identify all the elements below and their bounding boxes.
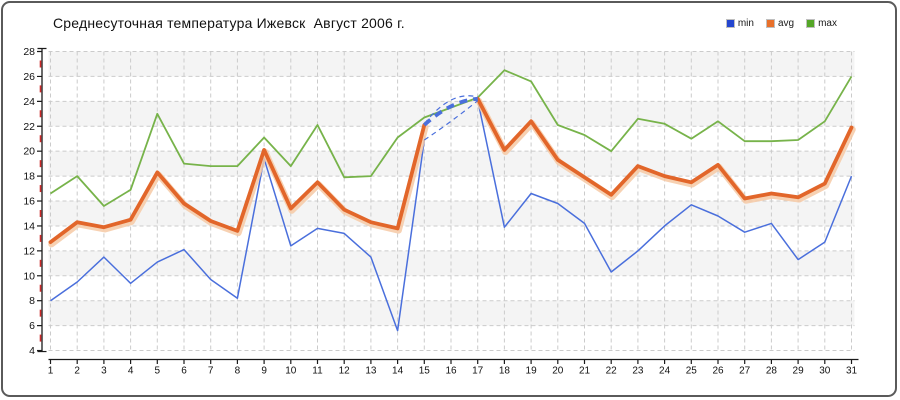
svg-text:26: 26 — [23, 71, 35, 83]
svg-text:8: 8 — [235, 366, 241, 377]
svg-text:14: 14 — [392, 366, 404, 377]
svg-text:25: 25 — [686, 366, 698, 377]
svg-text:29: 29 — [793, 366, 805, 377]
avg-series-swatch-icon — [765, 19, 775, 28]
svg-text:12: 12 — [23, 245, 35, 257]
svg-text:16: 16 — [23, 196, 35, 208]
svg-text:10: 10 — [23, 270, 35, 282]
legend-label-avg: avg — [777, 18, 795, 29]
svg-text:24: 24 — [659, 366, 671, 377]
svg-text:6: 6 — [181, 366, 187, 377]
max-series-swatch-icon — [806, 19, 816, 28]
svg-text:24: 24 — [23, 96, 35, 108]
svg-text:20: 20 — [23, 146, 35, 158]
legend-label-min: min — [737, 18, 754, 29]
svg-text:1: 1 — [48, 366, 54, 377]
chart-legend: min avg max — [725, 18, 837, 29]
svg-text:20: 20 — [552, 366, 564, 377]
legend-label-max: max — [818, 18, 837, 29]
svg-text:23: 23 — [632, 366, 644, 377]
svg-text:6: 6 — [29, 320, 35, 332]
svg-text:30: 30 — [819, 366, 831, 377]
svg-text:28: 28 — [23, 46, 35, 58]
svg-text:4: 4 — [128, 366, 134, 377]
svg-text:11: 11 — [312, 366, 323, 377]
svg-text:5: 5 — [155, 366, 161, 377]
svg-text:18: 18 — [23, 171, 35, 183]
svg-text:8: 8 — [29, 295, 35, 307]
svg-text:16: 16 — [445, 366, 457, 377]
svg-text:9: 9 — [261, 366, 267, 377]
svg-text:13: 13 — [365, 366, 377, 377]
svg-text:19: 19 — [526, 366, 538, 377]
svg-text:18: 18 — [499, 366, 511, 377]
legend-item-min: min — [725, 18, 754, 29]
min-series-swatch-icon — [725, 19, 735, 28]
svg-text:12: 12 — [339, 366, 351, 377]
svg-text:7: 7 — [208, 366, 214, 377]
svg-text:31: 31 — [846, 366, 858, 377]
legend-item-avg: avg — [765, 18, 795, 29]
chart-title: Среднесуточная температура Ижевск Август… — [53, 15, 405, 31]
svg-text:28: 28 — [766, 366, 778, 377]
svg-text:21: 21 — [579, 366, 591, 377]
svg-text:15: 15 — [419, 366, 431, 377]
svg-text:14: 14 — [23, 220, 35, 232]
svg-text:26: 26 — [712, 366, 724, 377]
svg-text:17: 17 — [472, 366, 484, 377]
svg-text:22: 22 — [606, 366, 618, 377]
svg-text:10: 10 — [285, 366, 297, 377]
svg-text:22: 22 — [23, 121, 35, 133]
legend-item-max: max — [806, 18, 837, 29]
svg-text:27: 27 — [739, 366, 751, 377]
svg-text:3: 3 — [101, 366, 107, 377]
svg-text:4: 4 — [29, 345, 35, 357]
svg-text:2: 2 — [74, 366, 80, 377]
